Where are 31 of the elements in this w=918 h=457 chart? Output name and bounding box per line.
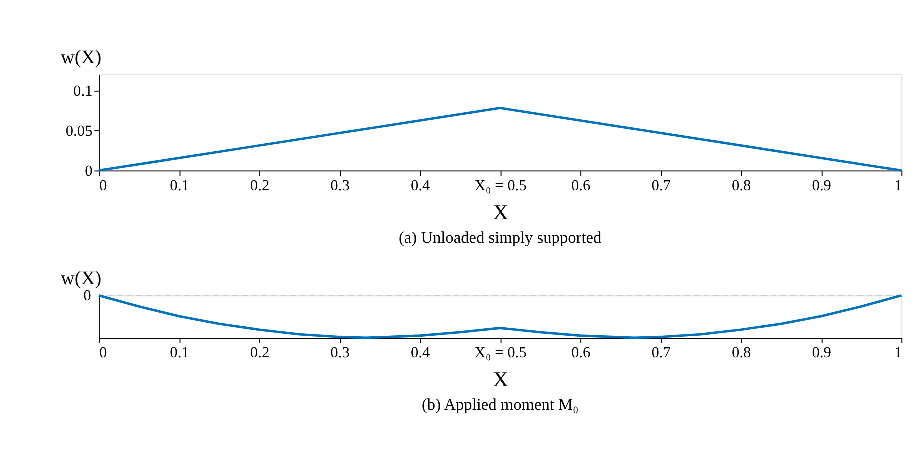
x-tick-label: 0.2: [250, 177, 270, 194]
x-tick-label: 0.4: [410, 177, 430, 194]
y-tick-label: 0: [85, 163, 94, 180]
x-tick-label: X₀ = 0.5: [474, 177, 528, 194]
x-tick-label: X₀ = 0.5: [474, 344, 528, 362]
x-tick-label: 0.6: [571, 177, 591, 194]
x-axis-title: X: [493, 368, 508, 392]
y-tick-label: 0.05: [66, 122, 94, 140]
x-tick-label: 0.1: [170, 344, 190, 362]
x-tick-label: 0: [99, 344, 108, 362]
y-axis-title: w(X): [61, 268, 102, 290]
x-tick-label: 0.2: [250, 344, 270, 362]
x-tick-label: 0.8: [732, 344, 752, 362]
x-tick-label: 0.8: [732, 177, 752, 194]
x-tick-label: 0.3: [330, 177, 350, 194]
x-tick-label: 0.6: [571, 344, 591, 362]
x-tick-label: 1: [894, 177, 902, 194]
text: (a) Unloaded simply supported: [398, 228, 602, 247]
x-tick-label: 0.4: [410, 344, 430, 362]
x-tick-label: 0.3: [330, 344, 350, 362]
y-tick-label: 0.1: [74, 82, 93, 100]
x-tick-label: 0.9: [812, 344, 832, 362]
x-tick-label: 1: [894, 344, 902, 362]
y-axis-title: w(X): [61, 48, 102, 69]
x-axis-title: X: [493, 200, 508, 224]
x-tick-label: 0.7: [652, 177, 672, 194]
x-tick-label: 0: [99, 177, 108, 194]
x-tick-label: 0.1: [170, 177, 190, 194]
x-tick-label: 0.9: [812, 177, 832, 194]
x-tick-label: 0.7: [652, 344, 672, 362]
text: (b) Applied moment M₀: [422, 395, 579, 414]
